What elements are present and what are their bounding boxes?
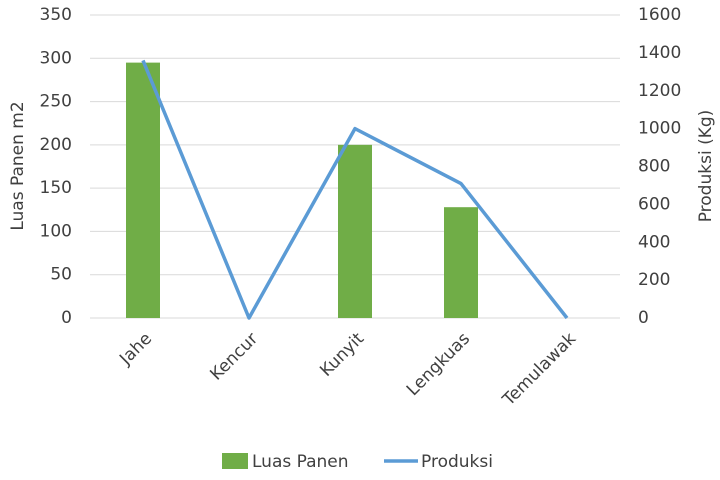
bar xyxy=(126,62,160,318)
y2-tick-label: 1000 xyxy=(638,119,681,139)
y2-tick-label: 0 xyxy=(638,308,649,328)
y2-tick-label: 400 xyxy=(638,232,670,252)
y2-tick-label: 800 xyxy=(638,157,670,177)
y-tick-label: 200 xyxy=(40,135,72,155)
legend-label: Produksi xyxy=(421,452,493,472)
y2-tick-label: 600 xyxy=(638,194,670,214)
y-tick-label: 50 xyxy=(50,265,72,285)
x-tick-label: Kencur xyxy=(206,329,262,385)
legend-swatch xyxy=(222,453,248,469)
y-axis-title: Luas Panen m2 xyxy=(8,101,28,230)
y-tick-label: 150 xyxy=(40,178,72,198)
y2-tick-label: 200 xyxy=(638,270,670,290)
x-tick-label: Temulawak xyxy=(498,329,580,411)
x-tick-label: Lengkuas xyxy=(403,329,474,400)
y-tick-label: 300 xyxy=(40,48,72,68)
x-tick-label: Jahe xyxy=(115,329,156,370)
y2-tick-label: 1400 xyxy=(638,43,681,63)
y-tick-label: 250 xyxy=(40,92,72,112)
line xyxy=(141,59,569,320)
y-tick-label: 350 xyxy=(40,5,72,25)
x-tick-label: Kunyit xyxy=(316,329,368,381)
bar xyxy=(444,207,478,318)
y-tick-label: 100 xyxy=(40,221,72,241)
y2-axis-title: Produksi (Kg) xyxy=(696,110,716,223)
y2-tick-label: 1200 xyxy=(638,81,681,101)
bar xyxy=(338,144,372,318)
y-tick-label: 0 xyxy=(61,308,72,328)
y2-tick-label: 1600 xyxy=(638,5,681,25)
legend-label: Luas Panen xyxy=(252,452,349,472)
